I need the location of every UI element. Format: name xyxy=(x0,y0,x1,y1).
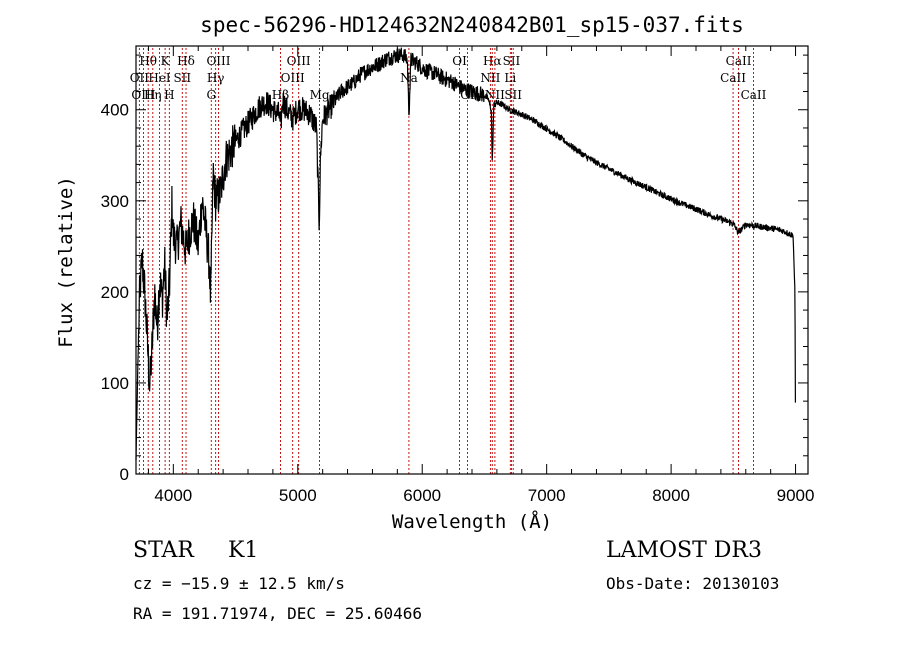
line-marker-label: Hα xyxy=(483,54,502,68)
obs-date: Obs-Date: 20130103 xyxy=(606,574,780,593)
redshift-readout: cz = −15.9 ± 12.5 km/s xyxy=(133,574,345,593)
y-tick-label: 200 xyxy=(101,283,129,302)
line-marker-label: Li xyxy=(504,71,516,85)
object-class-label: STAR xyxy=(133,538,194,563)
line-marker-label: CaII xyxy=(741,88,767,102)
y-tick-label: 100 xyxy=(101,374,129,393)
x-tick-label: 9000 xyxy=(777,486,815,505)
coordinates-readout: RA = 191.71974, DEC = 25.60466 xyxy=(133,604,422,623)
object-subclass: K1 xyxy=(228,538,259,563)
line-marker-label: CaII xyxy=(720,71,746,85)
x-tick-label: 5000 xyxy=(279,486,317,505)
line-marker-label: Mg xyxy=(310,88,330,102)
plot-frame xyxy=(135,45,809,475)
line-marker-label: G xyxy=(206,88,216,102)
line-marker-label: NII xyxy=(485,88,505,102)
line-marker-label: HeI xyxy=(148,71,171,85)
x-tick-label: 7000 xyxy=(528,486,566,505)
line-marker-label: OIII xyxy=(206,54,230,68)
chart-title: spec-56296-HD124632N240842B01_sp15-037.f… xyxy=(200,13,744,37)
y-tick-label: 400 xyxy=(101,101,129,120)
line-marker-label: SII xyxy=(173,71,191,85)
line-marker-label: OI xyxy=(452,54,467,68)
line-marker-label: Hθ xyxy=(139,54,157,68)
x-tick-label: 6000 xyxy=(403,486,441,505)
line-marker-label: OII xyxy=(130,71,150,85)
line-marker-label: Hδ xyxy=(177,54,195,68)
line-marker-label: CaII xyxy=(726,54,752,68)
x-tick-label: 4000 xyxy=(154,486,192,505)
x-axis-label: Wavelength (Å) xyxy=(392,510,552,533)
y-tick-label: 0 xyxy=(120,465,129,484)
line-marker-label: Hη xyxy=(144,88,162,102)
y-tick-labels: 0 100 200 300 400 xyxy=(101,101,129,484)
object-class: STAR K1 xyxy=(133,538,258,563)
axis-ticks xyxy=(136,46,808,475)
line-marker-label: K xyxy=(161,54,171,68)
line-marker-label: OIII xyxy=(281,71,305,85)
line-marker-label: SII xyxy=(503,54,521,68)
survey-name: LAMOST DR3 xyxy=(606,538,762,563)
line-marker-label: SII xyxy=(504,88,522,102)
x-tick-label: 8000 xyxy=(652,486,690,505)
y-axis-label: Flux (relative) xyxy=(55,176,77,348)
line-marker-label: NII xyxy=(480,71,500,85)
line-marker-label: Na xyxy=(400,71,418,85)
y-tick-label: 300 xyxy=(101,192,129,211)
line-marker-label: H xyxy=(164,88,174,102)
spectrum-line xyxy=(135,47,796,461)
line-marker-label: OIII xyxy=(287,54,311,68)
x-tick-labels: 4000 5000 6000 7000 8000 9000 xyxy=(154,486,814,505)
line-marker-label: Hγ xyxy=(207,71,225,85)
